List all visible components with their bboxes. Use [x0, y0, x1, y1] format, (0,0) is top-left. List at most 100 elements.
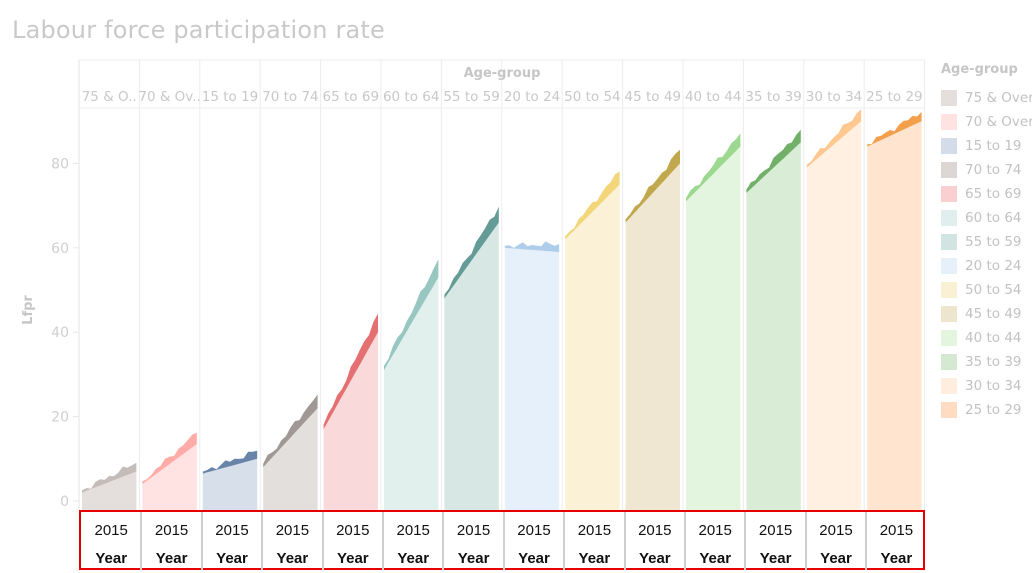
year-separator — [442, 512, 445, 570]
column-header-label: 15 to 19 — [202, 89, 259, 105]
legend-item[interactable]: 70 & Over — [941, 110, 1032, 134]
area-band — [323, 313, 378, 430]
year-value: 2015 — [819, 522, 853, 539]
year-label: Year — [699, 550, 732, 567]
area-band — [444, 206, 499, 299]
legend-item[interactable]: 50 to 54 — [941, 278, 1032, 302]
legend-item[interactable]: 40 to 44 — [941, 326, 1032, 350]
year-label: Year — [336, 550, 369, 567]
area-fill-light — [142, 444, 197, 510]
year-cell: 2015 Year — [685, 512, 745, 568]
area-band — [806, 109, 862, 168]
legend-swatch — [941, 282, 957, 298]
column-header-label: 50 to 54 — [564, 89, 621, 105]
year-cell: 2015 Year — [141, 512, 201, 568]
year-cell: 2015 Year — [383, 512, 443, 568]
column-headers: 75 & O.. 70 & Ov.. 15 to 19 70 to 74 65 to 6… — [82, 89, 923, 105]
legend-swatch — [941, 90, 957, 106]
area-band — [686, 133, 741, 202]
area-band — [565, 171, 620, 240]
column-header-label: 65 to 69 — [323, 89, 380, 105]
area-band — [82, 462, 137, 493]
column-header-label: 75 & O.. — [82, 89, 137, 105]
legend-label: 30 to 34 — [965, 378, 1022, 394]
column-header-label: 25 to 29 — [866, 89, 923, 105]
y-tick-label: 60 — [51, 241, 69, 257]
legend-item[interactable]: 55 to 59 — [941, 230, 1032, 254]
year-label: Year — [95, 550, 128, 567]
legend-label: 15 to 19 — [965, 138, 1022, 154]
legend-swatch — [941, 306, 957, 322]
year-separator — [261, 512, 264, 570]
legend-swatch — [941, 258, 957, 274]
area-band — [142, 432, 197, 485]
legend-swatch — [941, 234, 957, 250]
year-label: Year — [759, 550, 792, 567]
legend-item[interactable]: 75 & Over — [941, 86, 1032, 110]
legend-item[interactable]: 30 to 34 — [941, 374, 1032, 398]
area-fill-light — [625, 163, 680, 510]
legend-label: 60 to 64 — [965, 210, 1022, 226]
legend-label: 25 to 29 — [965, 402, 1022, 418]
year-cell: 2015 Year — [625, 512, 685, 568]
y-axis-label: Lfpr — [21, 295, 36, 325]
year-cell: 2015 Year — [443, 512, 503, 568]
legend-item[interactable]: 20 to 24 — [941, 254, 1032, 278]
area-band — [384, 259, 439, 371]
year-cell: 2015 Year — [202, 512, 262, 568]
area-fill-light — [82, 471, 137, 510]
year-value: 2015 — [758, 522, 793, 539]
year-value: 2015 — [638, 522, 672, 539]
year-separator — [684, 512, 686, 570]
area-band — [202, 450, 258, 474]
column-header-label: 35 to 39 — [745, 89, 802, 105]
year-value: 2015 — [577, 522, 612, 539]
year-cell: 2015 Year — [564, 512, 624, 568]
y-tick-label: 80 — [51, 156, 69, 172]
year-separator — [865, 512, 868, 570]
legend-swatch — [941, 114, 957, 130]
y-tick-label: 40 — [51, 325, 69, 341]
area-band — [625, 149, 680, 223]
column-header-label: 40 to 44 — [685, 89, 742, 105]
year-separator — [200, 512, 203, 570]
year-axis: 2015 Year 2015 Year 2015 Year 2015 Year 2015 Year… — [79, 510, 925, 570]
year-separator — [382, 512, 384, 570]
area-fill-light — [806, 121, 862, 510]
column-header-label: 20 to 24 — [504, 89, 561, 105]
year-label: Year — [638, 550, 671, 567]
legend-item[interactable]: 45 to 49 — [941, 302, 1032, 326]
y-tick-label: 20 — [51, 410, 69, 426]
year-label: Year — [820, 550, 852, 567]
year-label: Year — [880, 550, 913, 567]
year-separator — [804, 512, 807, 570]
area-band — [867, 111, 922, 147]
column-header-title: Age-group — [464, 66, 541, 81]
legend-swatch — [941, 354, 957, 370]
area-band — [263, 394, 318, 468]
column-header-label: 60 to 64 — [383, 89, 440, 105]
legend-title: Age-group — [941, 62, 1018, 77]
year-value: 2015 — [154, 522, 189, 539]
legend-item[interactable]: 25 to 29 — [941, 398, 1032, 422]
area-fill-light — [263, 408, 318, 510]
legend-item[interactable]: 65 to 69 — [941, 182, 1032, 206]
legend-swatch — [941, 186, 957, 202]
year-cell: 2015 Year — [262, 512, 322, 568]
column-header-label: 45 to 49 — [625, 89, 682, 105]
legend-item[interactable]: 70 to 74 — [941, 158, 1032, 182]
year-value: 2015 — [879, 522, 914, 539]
year-value: 2015 — [94, 522, 128, 539]
area-panels — [82, 109, 922, 511]
year-value: 2015 — [517, 522, 551, 539]
year-separator — [140, 512, 143, 570]
year-cell: 2015 Year — [504, 512, 564, 568]
legend-item[interactable]: 60 to 64 — [941, 206, 1032, 230]
year-label: Year — [216, 550, 248, 567]
year-separator — [563, 512, 566, 570]
legend-label: 55 to 59 — [965, 234, 1022, 250]
legend-item[interactable]: 15 to 19 — [941, 134, 1032, 158]
legend-item[interactable]: 35 to 39 — [941, 350, 1032, 374]
area-band — [746, 129, 801, 193]
